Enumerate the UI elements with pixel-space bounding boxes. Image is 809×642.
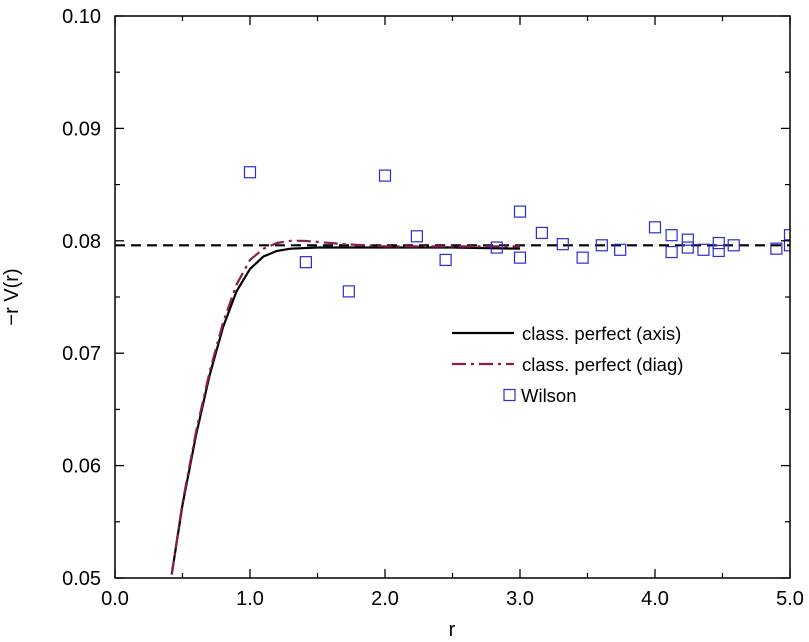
legend-label: class. perfect (axis) xyxy=(522,323,681,344)
wilson-data-point xyxy=(681,241,694,254)
wilson-data-point xyxy=(648,221,662,234)
wilson-data-point xyxy=(490,241,503,254)
x-tick-label: 4.0 xyxy=(641,588,669,610)
legend-swatch-wilson xyxy=(503,388,516,402)
legend-label: class. perfect (diag) xyxy=(522,354,683,375)
wilson-data-point xyxy=(535,226,548,240)
y-tick-label: 0.10 xyxy=(62,6,101,28)
wilson-data-point xyxy=(783,229,790,242)
y-tick-label: 0.08 xyxy=(62,231,101,253)
wilson-data-point xyxy=(783,239,790,252)
wilson-data-point xyxy=(595,239,608,252)
y-tick-label: 0.06 xyxy=(62,456,101,478)
x-tick-label: 0.0 xyxy=(101,588,129,610)
x-tick-label: 1.0 xyxy=(236,588,264,610)
y-axis-label: −r V(r) xyxy=(1,268,23,325)
wilson-data-point xyxy=(556,238,569,251)
y-tick-label: 0.07 xyxy=(62,343,101,365)
wilson-data-point xyxy=(727,239,740,252)
wilson-data-point xyxy=(410,230,423,243)
wilson-data-point xyxy=(513,251,527,264)
x-tick-label: 5.0 xyxy=(776,588,804,610)
wilson-data-point xyxy=(614,243,627,256)
legend: class. perfect (axis) class. perfect (dia… xyxy=(452,323,683,406)
y-tick-label: 0.05 xyxy=(62,568,101,590)
wilson-data-point xyxy=(770,242,783,255)
wilson-data-point xyxy=(299,256,312,269)
legend-label: Wilson xyxy=(521,385,577,406)
wilson-data-point xyxy=(342,285,355,298)
wilson-data-point xyxy=(697,243,710,256)
wilson-data-point xyxy=(243,166,257,179)
wilson-data-point xyxy=(513,205,527,218)
wilson-data-point xyxy=(665,229,678,242)
wilson-data-point xyxy=(681,233,694,246)
wilson-data-point xyxy=(665,245,678,259)
wilson-data-point xyxy=(576,251,589,264)
wilson-data-point xyxy=(712,244,725,258)
x-axis-label: r xyxy=(449,619,456,641)
x-tick-label: 2.0 xyxy=(371,588,399,610)
series-line-1 xyxy=(170,239,520,575)
x-tick-label: 3.0 xyxy=(506,588,534,610)
plot-area-frame xyxy=(114,15,791,579)
wilson-data-point xyxy=(712,236,725,250)
series-line-0 xyxy=(170,246,521,575)
wilson-data-point xyxy=(378,169,392,182)
wilson-data-point xyxy=(439,253,452,267)
y-tick-label: 0.09 xyxy=(62,118,101,140)
